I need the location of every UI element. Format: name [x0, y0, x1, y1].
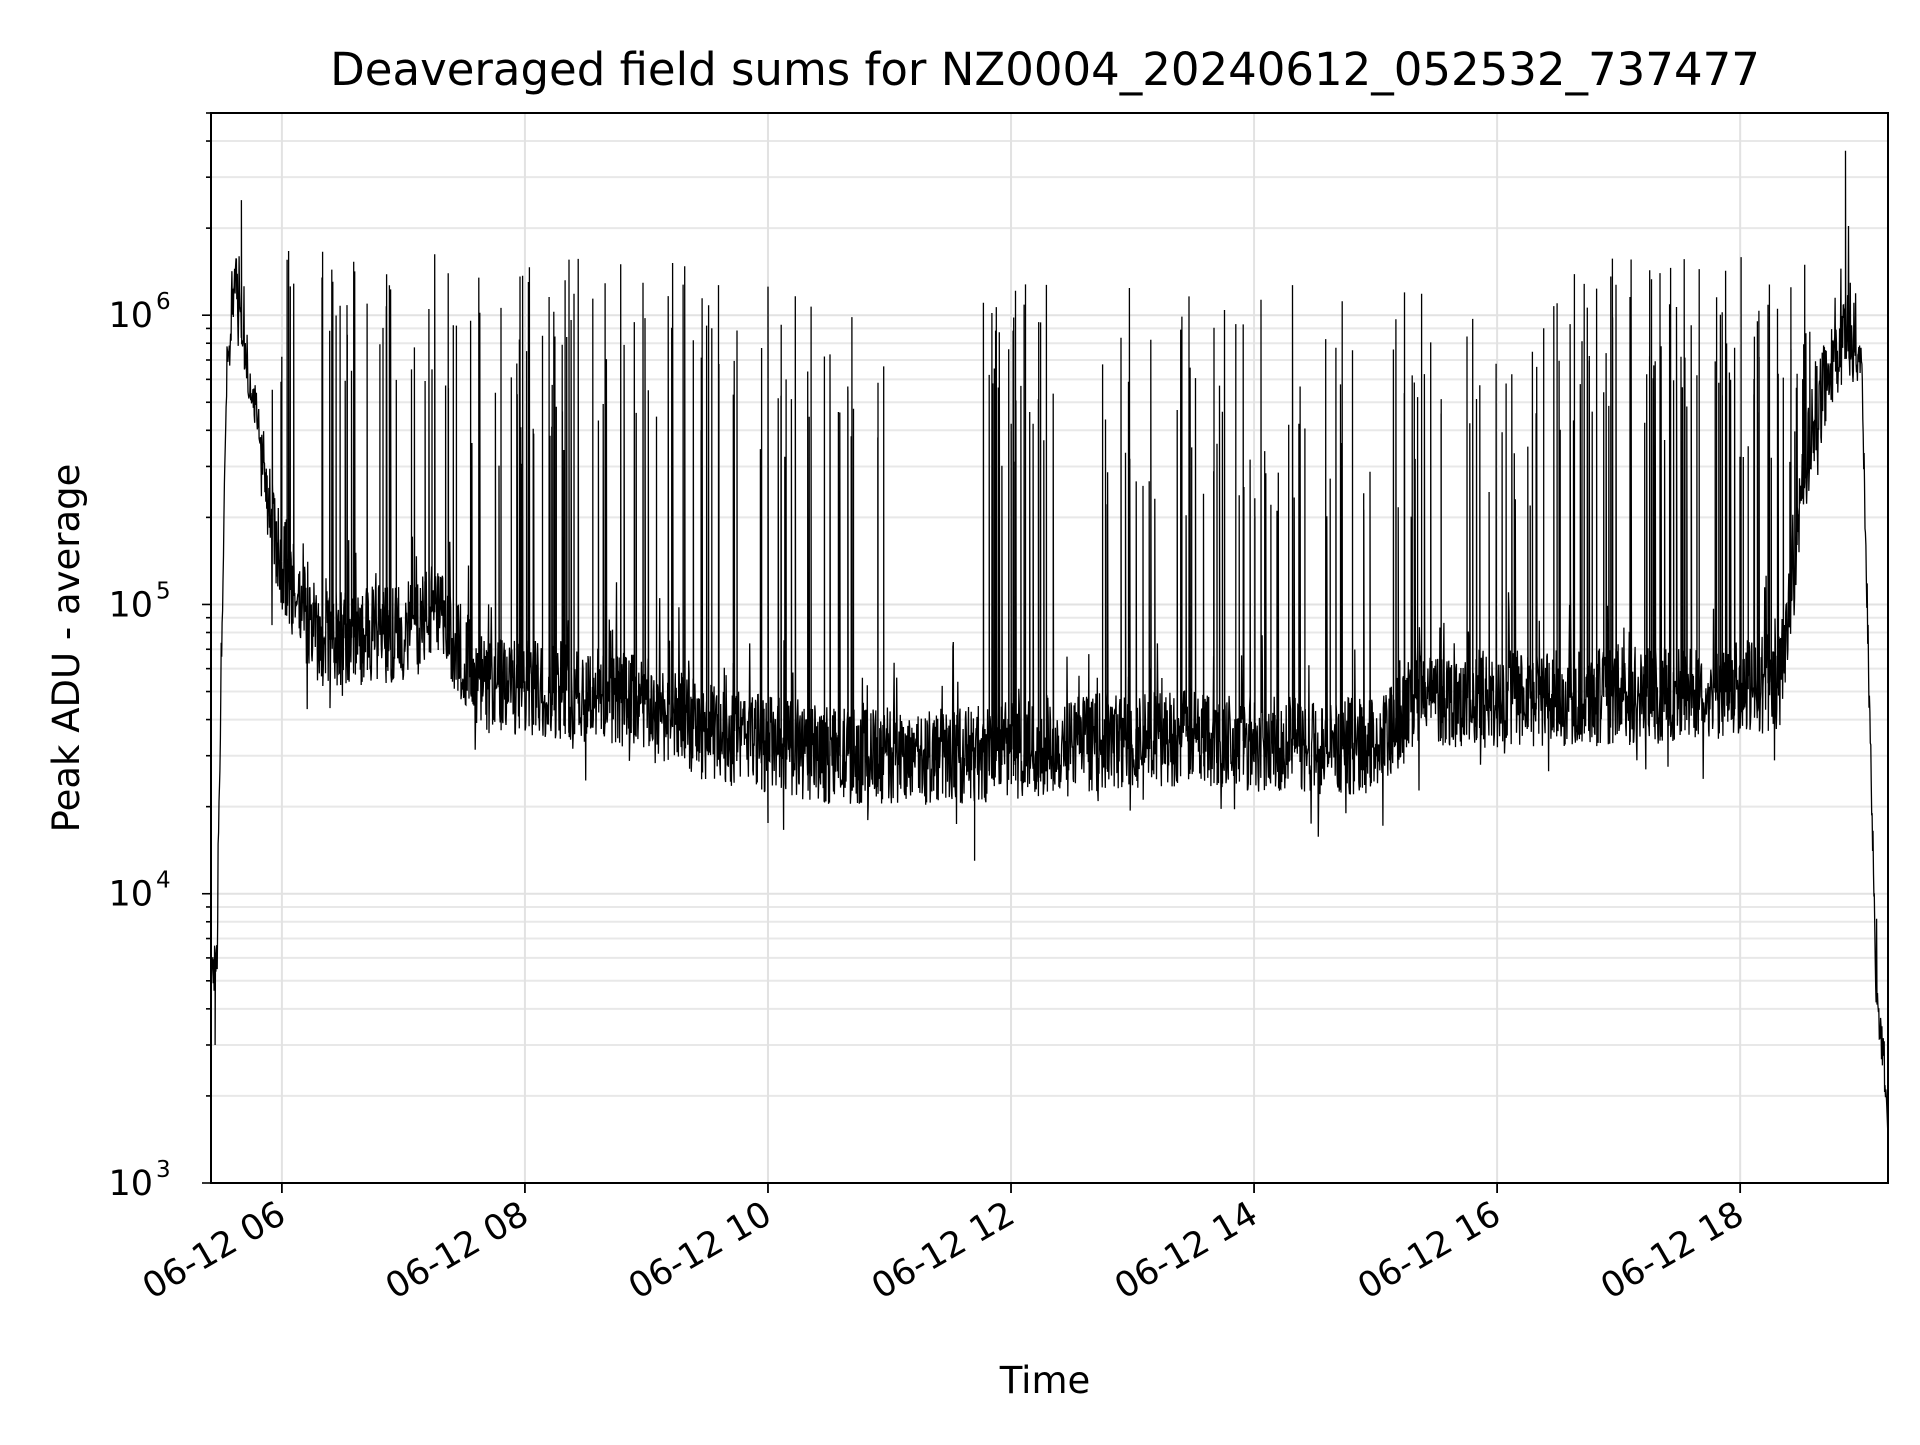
data-layer: [210, 150, 1889, 1131]
y-tick-exponent: 6: [156, 289, 171, 315]
y-tick-exponent: 3: [156, 1157, 171, 1183]
y-tick-label: 10 5: [108, 578, 170, 625]
y-tick-exponent: 4: [156, 868, 171, 894]
y-tick-label: 10 3: [108, 1157, 170, 1204]
chart-title: Deaveraged field sums for NZ0004_2024061…: [330, 43, 1760, 96]
y-tick-label: 10 4: [108, 868, 170, 915]
y-tick-base: 10: [108, 1164, 153, 1204]
y-tick-exponent: 5: [156, 578, 171, 604]
x-axis-label: Time: [999, 1359, 1091, 1402]
y-tick-base: 10: [108, 875, 153, 915]
plot-frame: [210, 112, 1889, 1184]
series-line: [210, 150, 1889, 1131]
y-tick-label: 10 6: [108, 289, 170, 336]
y-tick-base: 10: [108, 296, 153, 336]
y-tick-base: 10: [108, 585, 153, 625]
y-axis-label: Peak ADU - average: [45, 464, 88, 833]
